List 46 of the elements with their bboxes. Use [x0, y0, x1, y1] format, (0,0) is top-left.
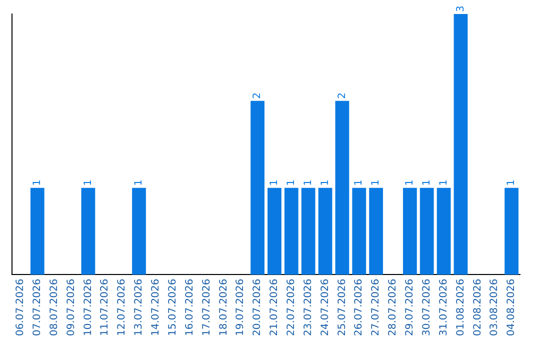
data-label: 1: [32, 179, 43, 186]
x-tick-label: 13.07.2026: [134, 278, 145, 336]
x-tick-label: 17.07.2026: [201, 278, 212, 336]
x-tick-label: 30.07.2026: [421, 278, 432, 336]
x-tick-label: 28.07.2026: [388, 278, 399, 336]
x-tick-label: 11.07.2026: [100, 278, 111, 336]
x-tick-label: 12.07.2026: [116, 278, 128, 336]
x-tick-label: 10.07.2026: [82, 278, 94, 336]
data-label: 1: [506, 179, 518, 186]
data-label: 1: [421, 179, 432, 186]
x-tick-label: 31.07.2026: [438, 278, 450, 336]
x-tick-label: 09.07.2026: [66, 278, 77, 336]
x-tick-label: 18.07.2026: [218, 278, 230, 336]
data-label: 1: [370, 179, 382, 186]
data-label: 1: [269, 179, 280, 186]
x-tick-label: 25.07.2026: [336, 278, 348, 336]
data-label: 1: [320, 179, 331, 186]
x-tick-label: 07.07.2026: [32, 278, 43, 336]
data-label: 2: [336, 92, 348, 99]
data-label: 1: [438, 179, 450, 186]
x-tick-label: 21.07.2026: [269, 278, 280, 336]
x-tick-label: 27.07.2026: [370, 278, 382, 336]
data-label: 3: [455, 6, 466, 12]
x-tick-label: 29.07.2026: [404, 278, 416, 336]
data-label: 1: [302, 179, 314, 186]
x-tick-label: 06.07.2026: [15, 278, 26, 336]
x-tick-label: 24.07.2026: [320, 278, 331, 336]
x-tick-label: 26.07.2026: [354, 278, 365, 336]
x-tick-label: 08.07.2026: [48, 278, 60, 336]
data-label: 1: [134, 179, 145, 186]
x-tick-label: 20.07.2026: [252, 278, 264, 336]
data-label: 1: [286, 179, 297, 186]
x-tick-label: 16.07.2026: [184, 278, 196, 336]
x-tick-label: 19.07.2026: [235, 278, 246, 336]
data-label: 1: [354, 179, 365, 186]
x-tick-label: 15.07.2026: [167, 278, 178, 336]
x-tick-label: 02.08.2026: [472, 278, 484, 336]
x-tick-label: 23.07.2026: [302, 278, 314, 336]
data-label: 1: [404, 179, 416, 186]
data-label: 1: [82, 179, 94, 186]
x-tick-label: 03.08.2026: [489, 278, 500, 336]
x-tick-label: 14.07.2026: [150, 278, 162, 336]
x-tick-label: 04.08.2026: [506, 278, 518, 336]
data-label: 2: [252, 92, 264, 99]
x-tick-label: 22.07.2026: [286, 278, 297, 336]
x-tick-label: 01.08.2026: [455, 278, 466, 336]
